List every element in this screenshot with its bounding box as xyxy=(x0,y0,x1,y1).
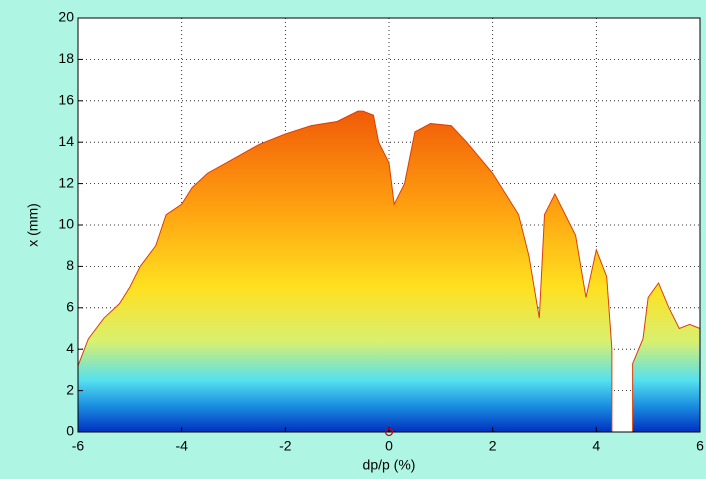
origin-marker xyxy=(384,427,394,437)
y-axis-label: x (mm) xyxy=(25,203,41,247)
y-tick-label: 16 xyxy=(58,92,74,108)
x-axis-label: dp/p (%) xyxy=(363,457,416,473)
y-tick-label: 2 xyxy=(66,381,74,397)
y-tick-label: 4 xyxy=(66,340,74,356)
x-tick-label: 4 xyxy=(592,438,600,454)
y-tick-label: 8 xyxy=(66,257,74,273)
aperture-area xyxy=(77,110,613,433)
y-tick-label: 0 xyxy=(66,423,74,439)
x-tick-label: -2 xyxy=(279,438,292,454)
y-tick-label: 18 xyxy=(58,50,74,66)
x-tick-label: 2 xyxy=(489,438,497,454)
x-tick-label: 6 xyxy=(696,438,704,454)
y-tick-label: 6 xyxy=(66,299,74,315)
x-tick-label: 0 xyxy=(385,438,393,454)
y-tick-label: 12 xyxy=(58,174,74,190)
y-tick-label: 10 xyxy=(58,216,74,232)
y-tick-label: 14 xyxy=(58,133,74,149)
y-tick-label: 20 xyxy=(58,9,74,25)
x-tick-label: -6 xyxy=(72,438,85,454)
x-tick-label: -4 xyxy=(175,438,188,454)
